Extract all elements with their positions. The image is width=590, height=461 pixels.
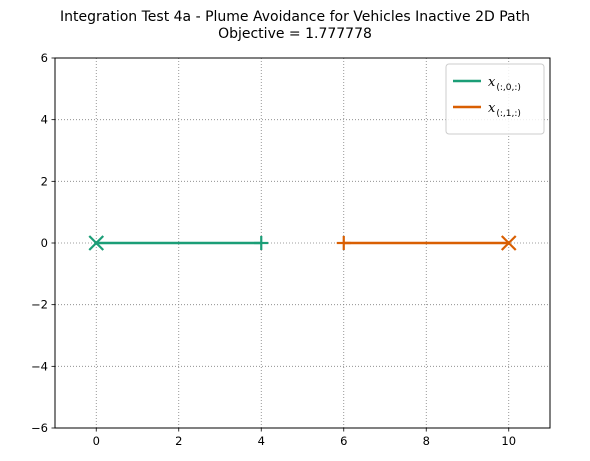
y-tick-label: 4 — [41, 113, 48, 127]
y-tick-label: 2 — [41, 174, 48, 188]
y-tick-label: 6 — [41, 51, 48, 65]
series-1 — [336, 235, 517, 251]
axis-ticks: 0 2 4 6 8 10 −6 −4 −2 0 2 4 6 — [31, 51, 516, 448]
series-end-marker-1 — [500, 235, 517, 251]
legend: x(:,0,:)x(:,1,:) — [445, 63, 545, 135]
chart-subtitle: Objective = 1.777778 — [218, 26, 372, 42]
x-marker-stroke — [88, 235, 105, 251]
x-tick-label: 6 — [340, 434, 347, 448]
y-tick-label: 0 — [41, 236, 48, 250]
series-start-marker-1 — [336, 236, 351, 250]
legend-item-1: x(:,1,:) — [453, 101, 521, 119]
legend-label: x(:,1,:) — [488, 101, 521, 119]
x-tick-label: 10 — [501, 434, 516, 448]
x-tick-label: 2 — [175, 434, 182, 448]
series-end-marker-0 — [254, 236, 269, 250]
y-tick-label: −6 — [31, 421, 48, 435]
y-tick-label: −4 — [31, 359, 48, 373]
legend-label-subscript: (:,1,:) — [496, 109, 521, 119]
legend-label-name: x — [488, 101, 496, 116]
series-0 — [88, 235, 269, 251]
x-tick-label: 8 — [423, 434, 430, 448]
legend-item-0: x(:,0,:) — [453, 75, 521, 93]
x-marker-stroke — [500, 235, 517, 251]
series-start-marker-0 — [88, 235, 105, 251]
plot-series — [88, 235, 517, 251]
y-tick-label: −2 — [31, 298, 48, 312]
legend-label: x(:,0,:) — [488, 75, 521, 93]
legend-label-name: x — [488, 75, 496, 90]
x-tick-label: 0 — [93, 434, 100, 448]
x-tick-label: 4 — [258, 434, 265, 448]
legend-label-subscript: (:,0,:) — [496, 83, 521, 93]
chart-title: Integration Test 4a - Plume Avoidance fo… — [60, 9, 530, 25]
